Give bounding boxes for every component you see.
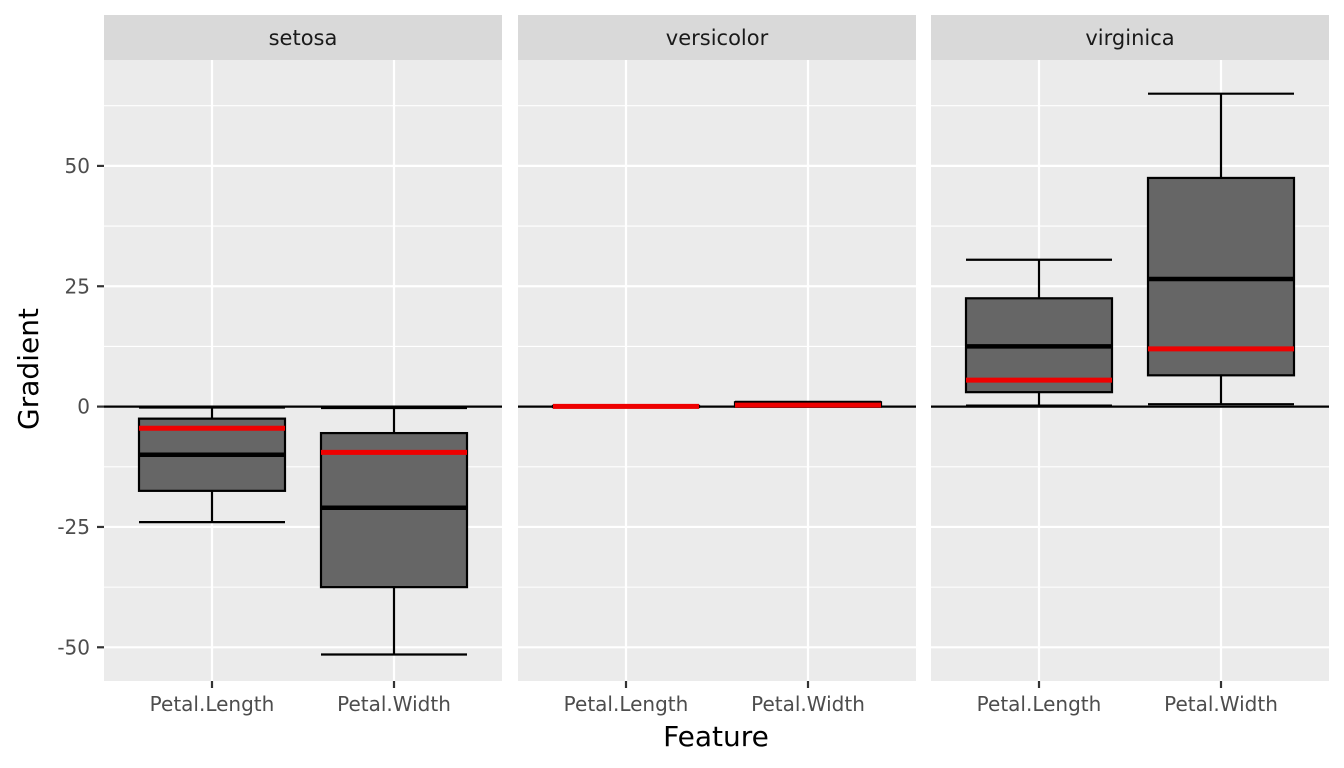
box-iqr — [1146, 176, 1296, 377]
strip-background — [104, 15, 502, 60]
box-versicolor-Petal.Width — [733, 400, 883, 408]
y-tick-label: -50 — [57, 635, 90, 659]
y-tick-label: 50 — [65, 154, 90, 178]
panels-layer: setosa Petal.Length Petal.Width versicolor P… — [104, 15, 1329, 716]
y-tick-label: 0 — [77, 395, 90, 419]
x-tick-label: Petal.Width — [1164, 692, 1278, 716]
panel-background — [518, 60, 916, 681]
facet-panel-versicolor: versicolor Petal.Length Petal.Width — [518, 15, 916, 716]
strip-label: virginica — [1085, 26, 1174, 50]
x-tick-label: Petal.Length — [564, 692, 689, 716]
strip-background — [518, 15, 916, 60]
strip-background — [931, 15, 1329, 60]
box-setosa-Petal.Length — [137, 406, 287, 524]
box-setosa-Petal.Width — [319, 406, 469, 656]
facet-panel-setosa: setosa Petal.Length Petal.Width — [104, 15, 502, 716]
box-virginica-Petal.Length — [964, 258, 1114, 407]
strip-label: versicolor — [666, 26, 769, 50]
x-tick-label: Petal.Length — [977, 692, 1102, 716]
facet-panel-virginica: virginica Petal.Length Petal.Width — [931, 15, 1329, 716]
box-virginica-Petal.Width — [1146, 92, 1296, 406]
x-axis-title: Feature — [663, 720, 769, 753]
y-tick-label: 25 — [65, 274, 90, 298]
y-axis: -50 -25 0 25 50 — [57, 154, 104, 659]
box-iqr — [319, 431, 469, 589]
y-tick-label: -25 — [57, 515, 90, 539]
x-tick-label: Petal.Width — [337, 692, 451, 716]
x-tick-label: Petal.Length — [150, 692, 275, 716]
x-tick-label: Petal.Width — [751, 692, 865, 716]
box-versicolor-Petal.Length — [551, 403, 701, 409]
strip-label: setosa — [269, 26, 338, 50]
y-axis-title: Gradient — [12, 308, 45, 430]
